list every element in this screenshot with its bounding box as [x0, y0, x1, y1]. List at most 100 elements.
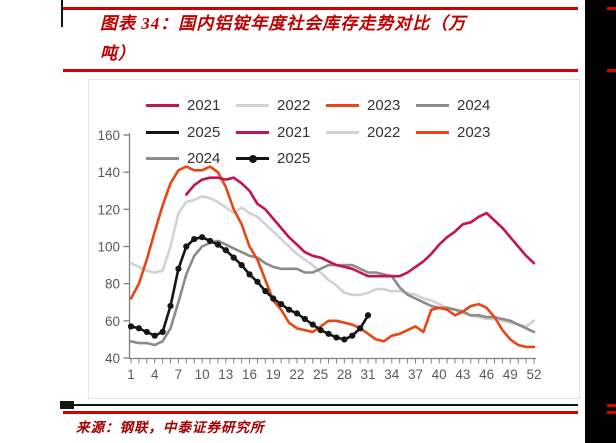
x-tick-label: 37	[408, 367, 423, 382]
top-red-rule	[63, 7, 578, 10]
x-tick-label: 28	[337, 367, 352, 382]
x-tick-label: 31	[361, 367, 376, 382]
series-2025-point	[151, 332, 158, 339]
series-2025-point	[333, 334, 340, 341]
series-2021-line	[185, 176, 536, 278]
legend-label: 2021	[277, 124, 311, 141]
x-tick-label: 4	[151, 367, 159, 382]
legend-label: 2022	[367, 124, 401, 141]
legend-item-2023: 2023	[326, 97, 407, 114]
legend-label: 2023	[457, 124, 491, 141]
series-2025-point	[230, 254, 237, 261]
series-2025-point	[135, 325, 143, 332]
series-2025-point	[167, 302, 174, 310]
figure-title-line2: 吨）	[100, 44, 136, 63]
series-2025-point	[341, 336, 348, 343]
figure-title: 图表 34：国内铝锭年度社会库存走势对比（万 吨）	[100, 9, 570, 69]
y-tick-label: 80	[105, 277, 120, 292]
x-tick-label: 19	[266, 367, 281, 382]
series-2023-line	[129, 165, 536, 349]
series-2025-point	[317, 327, 324, 334]
legend-swatch	[146, 130, 179, 135]
legend-item-2024: 2024	[146, 150, 227, 167]
series-2025-point	[285, 306, 293, 313]
series-2025-point	[238, 261, 245, 269]
series-2025-point	[357, 325, 364, 332]
page-gutter	[585, 0, 616, 443]
bottom-red-rule	[63, 411, 578, 414]
title-bottom-red-rule	[63, 69, 578, 72]
legend-swatch	[236, 130, 269, 135]
x-tick-label: 40	[432, 367, 447, 382]
legend-swatch	[416, 130, 449, 135]
legend-swatch	[326, 130, 359, 135]
legend-label: 2021	[187, 97, 221, 114]
bottom-black-rule	[60, 404, 578, 406]
x-tick-label: 43	[455, 367, 470, 382]
x-tick-label: 16	[242, 367, 257, 382]
series-2025-point	[325, 330, 332, 337]
legend-item-2024: 2024	[416, 97, 497, 114]
legend-row: 2025 2021 2022 2023	[146, 124, 506, 141]
x-tick-label: 34	[384, 367, 400, 382]
legend-swatch	[416, 103, 449, 108]
y-tick-label: 40	[105, 351, 120, 366]
legend-marker-dot	[249, 154, 257, 163]
x-tick-label: 25	[313, 367, 328, 382]
series-2025-point	[309, 321, 316, 328]
legend-item-2023: 2023	[416, 124, 497, 141]
series-2025-point	[206, 237, 214, 245]
series-2025-point	[191, 235, 198, 243]
legend-item-2021: 2021	[236, 124, 317, 141]
legend-row: 2021 2022 2023 2024	[146, 97, 506, 114]
series-2025-point	[143, 328, 150, 336]
legend-swatch	[236, 103, 269, 108]
x-tick-label: 10	[195, 367, 210, 382]
legend-swatch	[326, 103, 359, 108]
series-2025-point	[183, 243, 190, 250]
legend-label: 2024	[457, 97, 491, 114]
legend-swatch	[146, 103, 179, 108]
series-2025-point	[301, 315, 308, 323]
x-tick-label: 22	[289, 367, 304, 382]
legend-item-2025: 2025	[146, 124, 227, 141]
series-2025-point	[262, 288, 269, 295]
series-2025-point	[349, 332, 356, 339]
series-2025-point	[199, 234, 206, 241]
source-note: 来源：钢联，中泰证券研究所	[76, 420, 265, 435]
legend-label: 2023	[367, 97, 401, 114]
series-2025-point	[293, 310, 301, 317]
legend-label: 2025	[277, 150, 311, 167]
y-tick-label: 100	[97, 240, 120, 255]
x-tick-label: 46	[479, 367, 494, 382]
series-2025-point	[175, 265, 182, 272]
gutter-red-stub	[607, 411, 616, 414]
x-tick-label: 13	[218, 367, 233, 382]
left-page-border	[61, 0, 63, 27]
gutter-red-stub	[607, 69, 616, 72]
legend-item-2022: 2022	[326, 124, 407, 141]
legend-label: 2025	[187, 124, 221, 141]
series-2025-point	[364, 312, 372, 319]
legend-item-2021: 2021	[146, 97, 227, 114]
y-tick-label: 140	[97, 165, 120, 180]
series-2025-point	[127, 323, 135, 330]
x-tick-label: 7	[175, 367, 183, 382]
series-2025-line	[129, 235, 370, 341]
series-2024-line	[129, 239, 536, 347]
legend-row: 2024 2025	[146, 150, 326, 167]
series-2025-point	[270, 295, 277, 302]
series-2025-point	[246, 271, 253, 278]
legend-swatch	[146, 156, 179, 161]
legend-item-2022: 2022	[236, 97, 317, 114]
figure-title-line1: 图表 34：国内铝锭年度社会库存走势对比（万	[100, 14, 467, 33]
gutter-red-stub	[607, 7, 616, 10]
series-2025-point	[278, 301, 285, 308]
legend-label: 2022	[277, 97, 311, 114]
bottom-left-border-nub	[60, 401, 74, 409]
x-tick-label: 49	[503, 367, 518, 382]
y-tick-label: 120	[97, 202, 120, 217]
series-2025-point	[159, 328, 166, 336]
